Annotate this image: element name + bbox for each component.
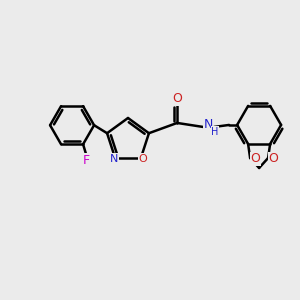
Text: O: O (172, 92, 182, 105)
Text: N: N (203, 118, 213, 131)
Text: H: H (212, 127, 219, 137)
Text: F: F (82, 154, 90, 167)
Text: O: O (139, 154, 147, 164)
Text: N: N (110, 154, 118, 164)
Text: O: O (250, 152, 260, 166)
Text: O: O (268, 152, 278, 166)
